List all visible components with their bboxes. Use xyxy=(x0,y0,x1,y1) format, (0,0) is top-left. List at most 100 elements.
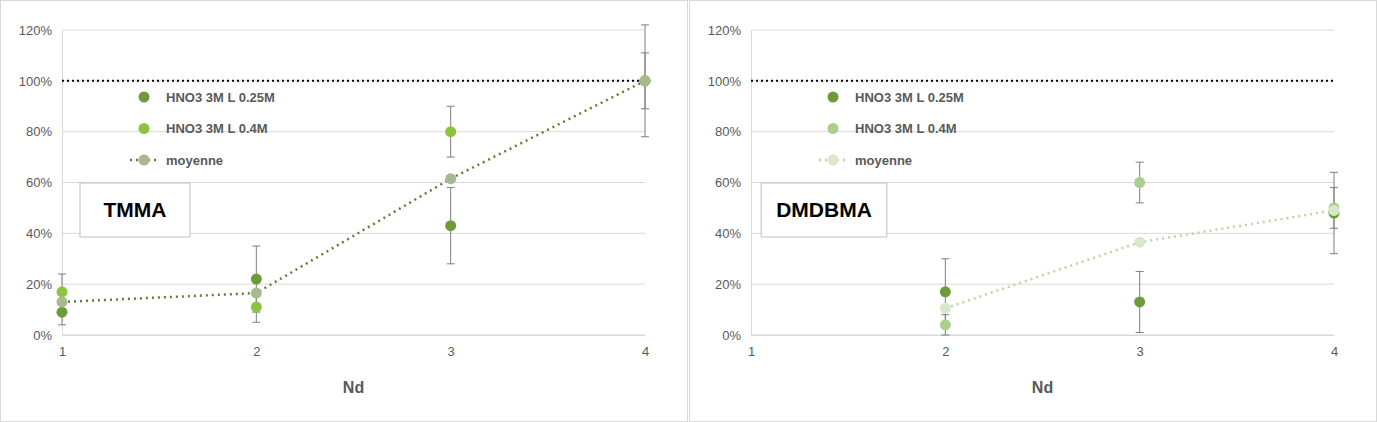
grid-line xyxy=(62,335,645,336)
data-point xyxy=(445,173,456,184)
data-point xyxy=(640,75,651,86)
grid-line xyxy=(751,284,1334,285)
data-point xyxy=(445,220,456,231)
grid xyxy=(751,30,1334,335)
x-axis-title: Nd xyxy=(343,379,364,396)
data-point xyxy=(640,75,651,86)
plot-area xyxy=(751,81,1340,335)
legend-marker xyxy=(828,155,839,166)
error-bar-cap xyxy=(1136,162,1144,163)
title-frame xyxy=(80,183,190,237)
data-point xyxy=(940,303,951,314)
x-tick: 1 xyxy=(59,335,66,359)
y-tick-label: 120% xyxy=(19,23,53,38)
legend-label: HNO3 3M L 0.25M xyxy=(855,90,964,105)
legend-label: HNO3 3M L 0.4M xyxy=(855,121,957,136)
x-tick-label: 1 xyxy=(748,344,755,359)
x-axis-title: Nd xyxy=(1032,379,1053,396)
y-tick-label: 40% xyxy=(715,226,741,241)
y-tick: 0% xyxy=(722,328,751,343)
grid xyxy=(62,30,645,335)
data-point xyxy=(640,75,651,86)
legend: HNO3 3M L 0.25M HNO3 3M L 0.4M moyenne xyxy=(130,90,275,168)
data-point xyxy=(251,288,262,299)
data-point xyxy=(57,296,68,307)
x-tick-label: 4 xyxy=(642,344,649,359)
data-point xyxy=(57,286,68,297)
chart-title: TMMA xyxy=(104,198,167,221)
error-bar-cap xyxy=(641,52,649,53)
data-point xyxy=(1134,177,1145,188)
x-axis-line xyxy=(752,335,1335,336)
legend-label: moyenne xyxy=(855,153,912,168)
plot-area xyxy=(57,25,651,325)
legend: HNO3 3M L 0.25M HNO3 3M L 0.4M moyenne xyxy=(819,90,964,168)
y-tick-label: 20% xyxy=(26,277,52,292)
grid-line xyxy=(751,335,1334,336)
y-tick-label: 60% xyxy=(26,175,52,190)
series-points xyxy=(57,75,651,312)
x-tick: 4 xyxy=(642,335,649,359)
x-axis-line xyxy=(63,335,646,336)
title-box: TMMA xyxy=(80,183,190,237)
error-bar-cap xyxy=(1136,271,1144,272)
x-tick-label: 3 xyxy=(448,344,455,359)
y-axis: 0%20%40%60%80%100%120% xyxy=(708,23,752,343)
y-tick: 100% xyxy=(708,73,751,88)
x-tick-label: 3 xyxy=(1137,344,1144,359)
y-axis-line xyxy=(751,31,752,336)
y-tick-label: 100% xyxy=(19,73,53,88)
y-tick-label: 80% xyxy=(715,124,741,139)
legend-item: HNO3 3M L 0.25M xyxy=(828,90,964,105)
x-tick: 3 xyxy=(1137,335,1144,359)
reference-line xyxy=(751,80,1334,82)
y-tick: 80% xyxy=(715,124,751,139)
error-bar-cap xyxy=(1330,187,1338,188)
error-bar-cap xyxy=(641,24,649,25)
legend-marker xyxy=(828,123,839,134)
y-tick: 40% xyxy=(715,226,751,241)
y-tick-label: 120% xyxy=(708,23,742,38)
error-bar-cap xyxy=(941,258,949,259)
y-tick: 60% xyxy=(26,175,62,190)
error-bar-cap xyxy=(447,157,455,158)
error-bar-cap xyxy=(1330,253,1338,254)
error-bar-cap xyxy=(252,246,260,247)
legend-item: HNO3 3M L 0.4M xyxy=(139,121,268,136)
y-tick: 120% xyxy=(708,23,751,38)
data-point xyxy=(940,286,951,297)
y-tick-label: 20% xyxy=(715,277,741,292)
x-tick-label: 1 xyxy=(59,344,66,359)
error-bar-cap xyxy=(641,136,649,137)
legend-marker xyxy=(139,155,150,166)
legend-label: HNO3 3M L 0.4M xyxy=(166,121,268,136)
title-box: DMDBMA xyxy=(761,183,887,237)
error-bar-cap xyxy=(447,187,455,188)
data-point xyxy=(445,126,456,137)
error-bar-cap xyxy=(1136,202,1144,203)
legend-label: HNO3 3M L 0.25M xyxy=(166,90,275,105)
y-tick: 0% xyxy=(33,328,62,343)
y-tick-label: 100% xyxy=(708,73,742,88)
series-points xyxy=(940,208,1340,308)
series-points xyxy=(940,177,1340,330)
legend-item: moyenne xyxy=(130,153,223,168)
x-tick-label: 2 xyxy=(942,344,949,359)
y-tick-label: 0% xyxy=(722,328,741,343)
chart-title: DMDBMA xyxy=(776,198,872,221)
grid-line xyxy=(751,30,1334,31)
panel-frame xyxy=(690,1,1377,422)
y-tick-label: 80% xyxy=(26,124,52,139)
legend-item: HNO3 3M L 0.25M xyxy=(139,90,275,105)
grid-line xyxy=(62,80,645,81)
x-tick-label: 4 xyxy=(1331,344,1338,359)
y-axis: 0%20%40%60%80%100%120% xyxy=(19,23,63,343)
y-tick-label: 0% xyxy=(33,328,52,343)
y-tick: 20% xyxy=(715,277,751,292)
y-tick: 100% xyxy=(19,73,62,88)
legend-marker xyxy=(828,92,839,103)
y-tick: 80% xyxy=(26,124,62,139)
chart-canvas: 0%20%40%60%80%100%120%1234NdHNO3 3M L 0.… xyxy=(0,0,1377,422)
data-point xyxy=(1329,205,1340,216)
data-point xyxy=(57,307,68,318)
